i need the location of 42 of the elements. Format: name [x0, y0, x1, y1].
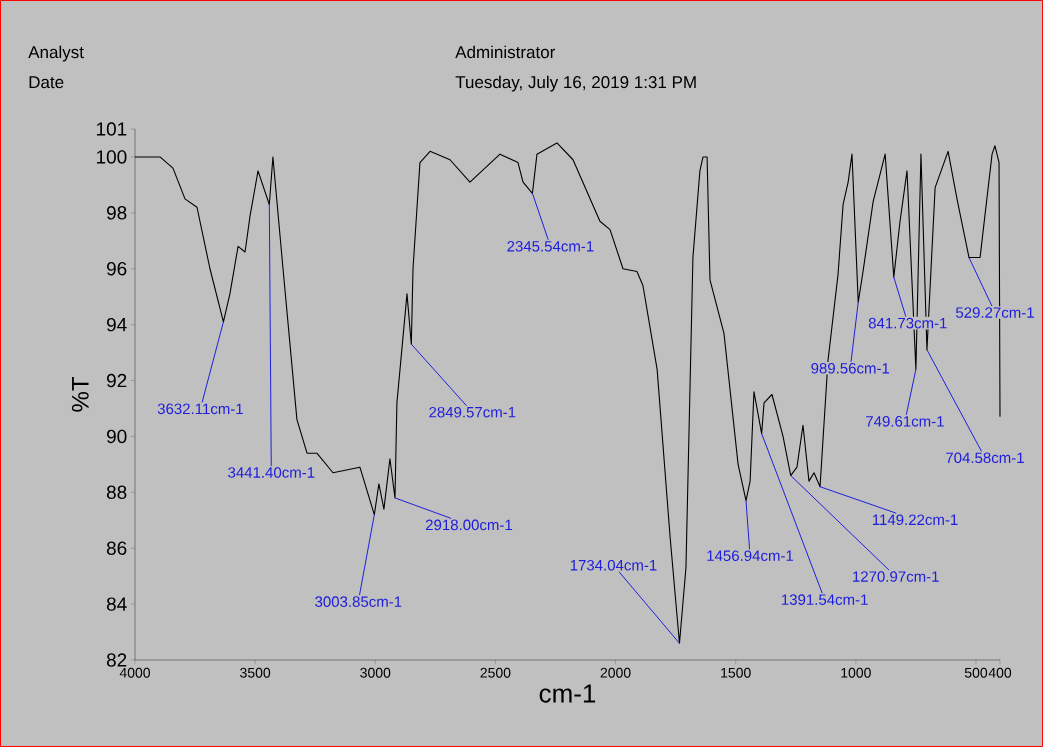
y-tick-label: 84 — [106, 597, 127, 611]
x-tick-label: 1500 — [721, 667, 751, 678]
y-tick-label: 94 — [106, 317, 127, 332]
x-tick-label: 4000 — [119, 667, 151, 678]
x-tick-label: 400 — [988, 667, 1012, 678]
annotation: 2849.57cm-1 — [429, 406, 516, 418]
annotation: 704.58cm-1 — [946, 452, 1024, 464]
annotation: 2918.00cm-1 — [425, 519, 513, 531]
annotation: 749.61cm-1 — [866, 416, 944, 427]
x-tick-label: 500 — [964, 667, 988, 678]
text: Analyst — [28, 45, 84, 62]
y-tick-label: 96 — [106, 262, 127, 276]
y-tick-label: 82 — [106, 653, 127, 667]
x-axis-title: cm-1 — [539, 684, 596, 703]
y-tick-label: 88 — [106, 485, 127, 500]
text: Tuesday, July 16, 2019 1:31 PM — [455, 75, 696, 92]
annotation: 1456.94cm-1 — [707, 550, 794, 562]
y-tick-label: 98 — [106, 206, 127, 220]
annotation: 3632.11cm-1 — [157, 403, 243, 415]
text: Date — [29, 76, 64, 89]
y-tick-label: 92 — [106, 373, 127, 388]
x-tick-label: 2000 — [600, 667, 631, 678]
annotation: 2345.54cm-1 — [507, 240, 594, 252]
y-tick-label: 100 — [96, 150, 127, 164]
annotation: 1391.54cm-1 — [782, 594, 868, 605]
annotation: 529.27cm-1 — [955, 307, 1034, 318]
y-tick-label: 86 — [106, 541, 127, 555]
y-tick-label: 101 — [96, 122, 127, 136]
annotation: 3441.40cm-1 — [228, 467, 315, 478]
x-tick-label: 1000 — [841, 667, 871, 678]
x-tick-label: 2500 — [480, 667, 511, 678]
annotation: 3003.85cm-1 — [315, 596, 402, 607]
annotation: 1149.22cm-1 — [872, 514, 958, 526]
y-tick-label: 90 — [106, 429, 127, 444]
annotation: 841.73cm-1 — [868, 317, 947, 329]
y-axis-title: %T — [71, 377, 89, 412]
annotation: 1270.97cm-1 — [853, 571, 939, 582]
annotation: 1734.04cm-1 — [570, 559, 657, 571]
text: Administrator — [455, 45, 556, 59]
x-tick-label: 3500 — [240, 667, 271, 678]
annotation: 989.56cm-1 — [811, 362, 890, 374]
x-tick-label: 3000 — [360, 667, 391, 678]
